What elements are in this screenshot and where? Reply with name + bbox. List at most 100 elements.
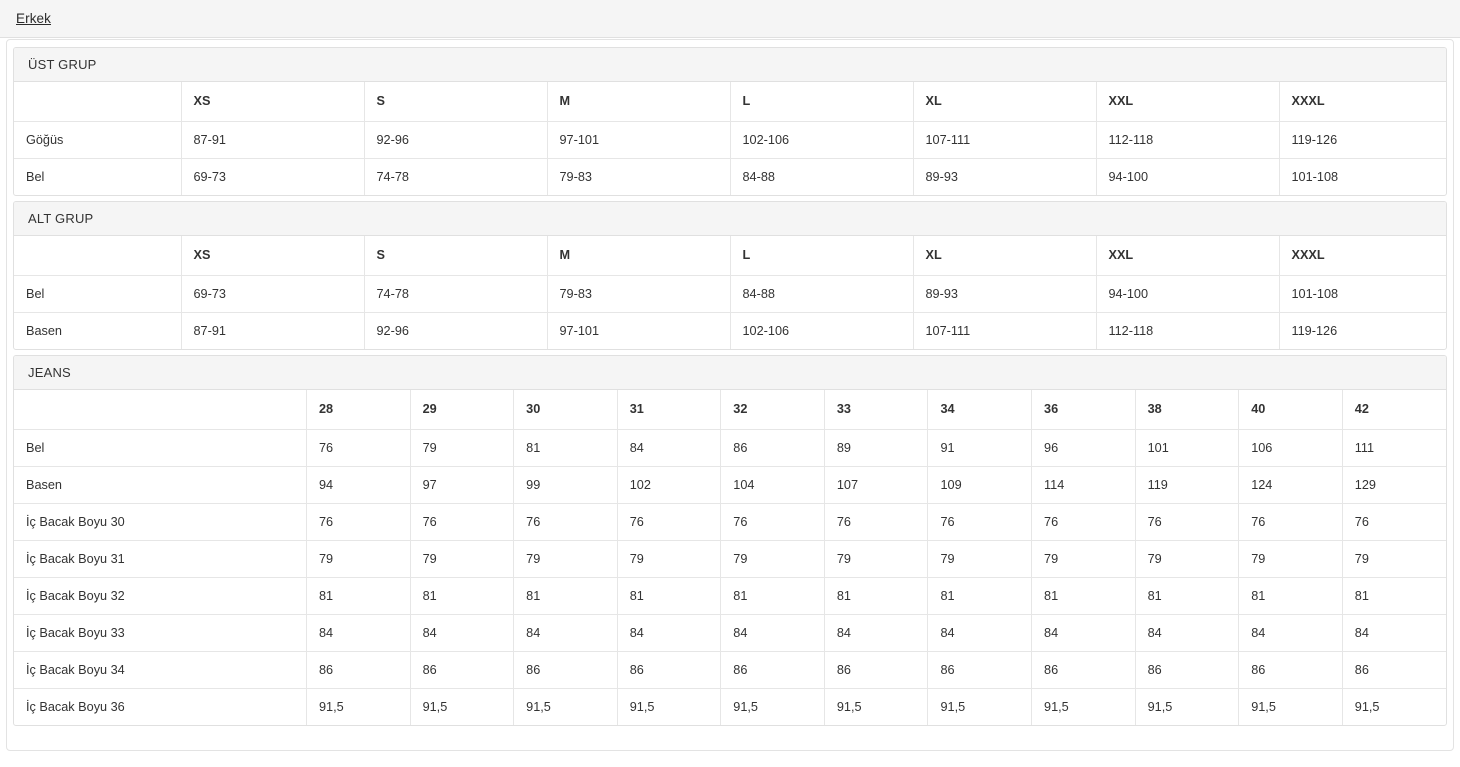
panel-title-jeans: JEANS (14, 356, 1446, 390)
cell: 81 (513, 429, 618, 467)
cell: 97-101 (547, 121, 731, 159)
row-label: Bel (14, 275, 182, 313)
cell: 81 (1135, 577, 1240, 615)
cell: 74-78 (364, 158, 548, 195)
cell: 111 (1342, 429, 1446, 467)
cell: 119 (1135, 466, 1240, 504)
cell: 91,5 (306, 688, 411, 725)
tab-erkek[interactable]: Erkek (16, 11, 52, 26)
cell: 86 (410, 651, 515, 689)
cell: 84 (1238, 614, 1343, 652)
cell: 76 (824, 503, 929, 541)
cell: 79 (720, 540, 825, 578)
table-row: İç Bacak Boyu 36 91,5 91,5 91,5 91,5 91,5 91,5… (14, 688, 1446, 725)
cell: 84 (720, 614, 825, 652)
column-header: XS (181, 236, 365, 276)
panel-ust-grup: ÜST GRUP XS S M L XL XXL XXXL (13, 47, 1447, 196)
cell: 81 (410, 577, 515, 615)
cell: 101 (1135, 429, 1240, 467)
cell: 81 (513, 577, 618, 615)
cell: 76 (1135, 503, 1240, 541)
cell: 84-88 (730, 275, 914, 313)
table-row: İç Bacak Boyu 33 84 84 84 84 84 84 84 84 84 84 84 (14, 614, 1446, 652)
cell: 91,5 (1238, 688, 1343, 725)
cell: 101-108 (1291, 169, 1339, 184)
cell: 94-100 (1096, 158, 1280, 195)
cell: 76 (306, 429, 411, 467)
cell: 76 (1238, 503, 1343, 541)
cell: 79 (1135, 540, 1240, 578)
corner-cell (14, 82, 182, 122)
cell: 91,5 (513, 688, 618, 725)
column-header: 29 (410, 390, 515, 430)
column-header: 28 (306, 390, 411, 430)
table-header-row: XS S M L XL XXL XXXL (14, 82, 1446, 122)
cell: 106 (1238, 429, 1343, 467)
cell: 114 (1031, 466, 1136, 504)
row-label: İç Bacak Boyu 33 (14, 614, 307, 652)
row-label: Bel (14, 158, 182, 195)
cell: 91 (927, 429, 1033, 467)
row-label: Basen (14, 466, 307, 504)
cell: 86 (720, 651, 825, 689)
cell: 102-106 (730, 121, 914, 159)
cell: 102 (617, 466, 722, 504)
cell: 76 (1031, 503, 1136, 541)
cell: 86 (513, 651, 618, 689)
column-header: XXXL (1279, 82, 1446, 122)
column-header: XXL (1096, 236, 1280, 276)
table-row: İç Bacak Boyu 31 79 79 79 79 79 79 79 79 79 79 79 (14, 540, 1446, 578)
cell: 87-91 (181, 312, 365, 349)
cell: 89-93 (913, 158, 1097, 195)
cell: 86 (306, 651, 411, 689)
table-row: İç Bacak Boyu 30 76 76 76 76 76 76 76 76 76 76 76 (14, 503, 1446, 541)
column-header: 33 (824, 390, 929, 430)
cell: 124 (1238, 466, 1343, 504)
cell: 86 (1342, 651, 1446, 689)
panel-jeans: JEANS 28 29 30 31 32 33 34 36 (13, 355, 1447, 726)
cell: 86 (1135, 651, 1240, 689)
cell: 91,5 (410, 688, 515, 725)
cell: 81 (824, 577, 929, 615)
table-row: İç Bacak Boyu 34 86 86 86 86 86 86 86 86 86 86 86 (14, 651, 1446, 689)
cell: 79-83 (547, 275, 731, 313)
cell: 76 (617, 503, 722, 541)
cell: 79 (306, 540, 411, 578)
table-row: Basen 94 97 99 102 104 107 109 114 119 124 129 (14, 466, 1446, 504)
cell: 74-78 (364, 275, 548, 313)
cell: 84 (824, 614, 929, 652)
cell: 84 (1342, 614, 1446, 652)
cell: 79 (513, 540, 618, 578)
cell: 81 (1031, 577, 1136, 615)
corner-cell (14, 390, 307, 430)
column-header: 36 (1031, 390, 1136, 430)
table-row: Göğüs 87-91 92-96 97-101 102-106 107-111… (14, 121, 1446, 159)
row-label: İç Bacak Boyu 36 (14, 688, 307, 725)
cell: 86 (720, 429, 825, 467)
table-jeans: 28 29 30 31 32 33 34 36 38 40 42 Bel 76 79… (14, 390, 1446, 725)
cell: 119-126 (1279, 121, 1446, 159)
cell: 81 (1238, 577, 1343, 615)
cell: 84 (410, 614, 515, 652)
table-row: İç Bacak Boyu 32 81 81 81 81 81 81 81 81 81 81 81 (14, 577, 1446, 615)
cell: 91,5 (1135, 688, 1240, 725)
cell: 91,5 (1354, 699, 1380, 714)
cell: 92-96 (364, 121, 548, 159)
cell: 86 (927, 651, 1033, 689)
tab-strip: Erkek (0, 0, 1460, 38)
cell: 81 (617, 577, 722, 615)
column-header: XS (181, 82, 365, 122)
row-label: İç Bacak Boyu 30 (14, 503, 307, 541)
panel-title-ust-grup: ÜST GRUP (14, 48, 1446, 82)
cell: 76 (720, 503, 825, 541)
cell: 94 (306, 466, 411, 504)
cell: 69-73 (181, 275, 365, 313)
column-header: M (547, 236, 731, 276)
column-header: 32 (720, 390, 825, 430)
cell: 76 (1342, 503, 1446, 541)
cell: 86 (1238, 651, 1343, 689)
cell: 69-73 (181, 158, 365, 195)
cell: 91,5 (720, 688, 825, 725)
cell: 97 (410, 466, 515, 504)
cell: 89-93 (913, 275, 1097, 313)
